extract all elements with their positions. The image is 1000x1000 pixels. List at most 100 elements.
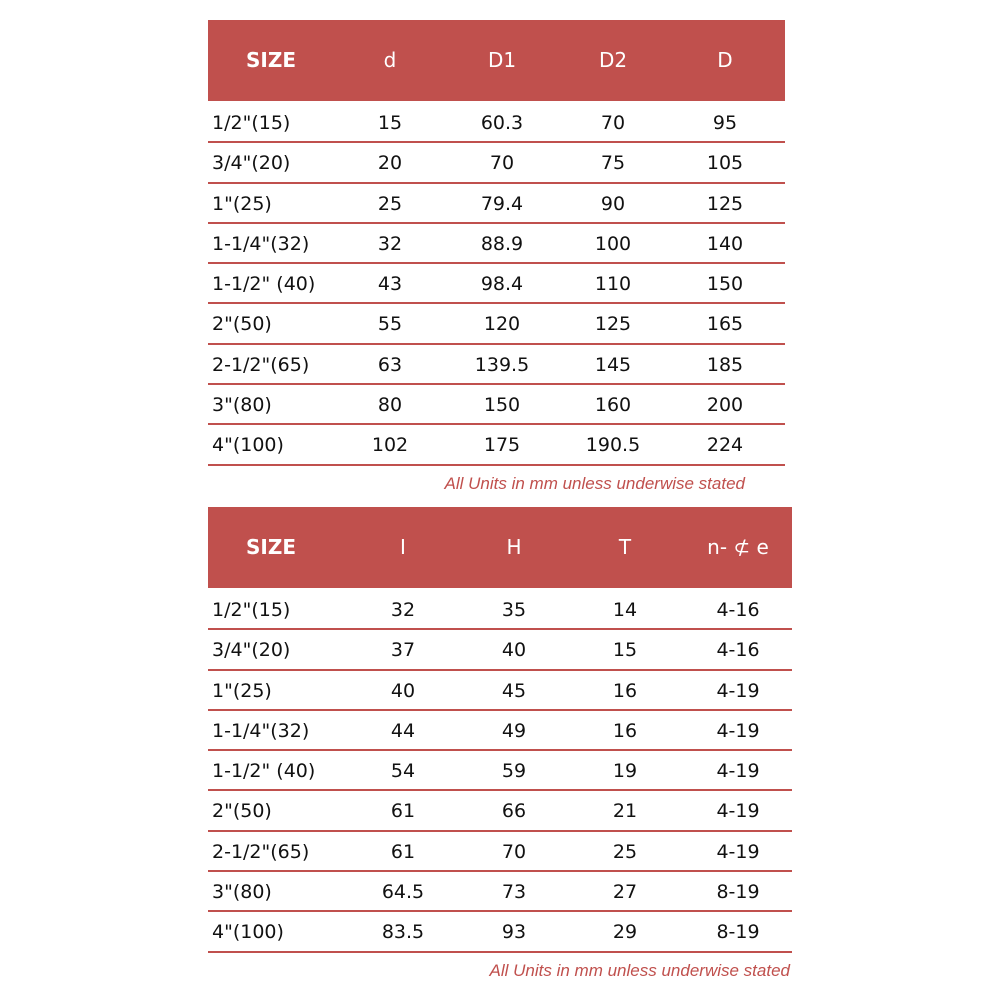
table-cell: 3"(80) (212, 394, 272, 417)
table-cell: 1"(25) (212, 679, 272, 702)
table-cell: 49 (501, 719, 527, 742)
table-cell: 88.9 (480, 232, 524, 255)
table-cell: 25 (377, 192, 403, 215)
table-cell: 54 (390, 760, 416, 783)
table-row: 2-1/2"(65) 63 139.5 145 185 (208, 345, 785, 386)
table-cell: 32 (377, 232, 403, 255)
table-cell: 105 (706, 152, 744, 175)
table-cell: 8-19 (716, 921, 760, 944)
table-cell: 2"(50) (212, 800, 272, 823)
table-row: 1-1/4"(32) 32 88.9 100 140 (208, 224, 785, 265)
table-row: 1"(25) 25 79.4 90 125 (208, 184, 785, 224)
table-cell: 93 (501, 921, 527, 944)
table-cell: 32 (390, 599, 416, 621)
table-cell: 61 (390, 840, 416, 863)
table-cell: 64.5 (381, 881, 425, 904)
table-cell: 125 (594, 313, 632, 336)
table-cell: 60.3 (480, 112, 524, 134)
table-cell: 90 (600, 192, 626, 215)
table-cell: 35 (501, 599, 527, 621)
table-cell: 73 (501, 881, 527, 904)
dimension-table-1: SIZE d D1 D2 D 1/2"(15) 15 60.3 70 95 3/4"(20) 20 70… (208, 20, 785, 466)
units-note-1: All Units in mm unless underwise stated (444, 474, 745, 493)
table-row: 2"(50) 61 66 21 4-19 (208, 791, 792, 832)
table-row: 3"(80) 80 150 160 200 (208, 385, 785, 426)
column-header: SIZE (245, 535, 297, 559)
table-row: 3"(80) 64.5 73 27 8-19 (208, 872, 792, 913)
table-row: 3/4"(20) 20 70 75 105 (208, 143, 785, 184)
table-cell: 2-1/2"(65) (212, 353, 310, 376)
table-cell: 3"(80) (212, 881, 272, 904)
table-cell: 1/2"(15) (212, 112, 291, 134)
column-header: n- ⊄ e (707, 535, 769, 559)
table-cell: 95 (712, 112, 738, 134)
table-cell: 1-1/4"(32) (212, 719, 310, 742)
units-note-2: All Units in mm unless underwise stated (489, 961, 790, 980)
table-cell: 4"(100) (212, 921, 284, 944)
column-header: D2 (598, 48, 628, 72)
table-cell: 59 (501, 760, 527, 783)
table-cell: 75 (600, 152, 626, 175)
table-cell: 63 (377, 353, 403, 376)
table-cell: 40 (390, 679, 416, 702)
table-cell: 3/4"(20) (212, 152, 291, 175)
table-cell: 79.4 (480, 192, 524, 215)
table-row: 1-1/2" (40) 43 98.4 110 150 (208, 264, 785, 305)
table-cell: 25 (612, 840, 638, 863)
table-cell: 3/4"(20) (212, 639, 291, 662)
table-cell: 45 (501, 679, 527, 702)
table-cell: 1-1/4"(32) (212, 232, 310, 255)
table-cell: 2-1/2"(65) (212, 840, 310, 863)
table-cell: 55 (377, 313, 403, 336)
table-row: 1/2"(15) 32 35 14 4-16 (208, 590, 792, 631)
table-cell: 120 (483, 313, 521, 336)
column-header: D (717, 48, 733, 72)
table-cell: 4-19 (716, 760, 760, 783)
table-cell: 40 (501, 639, 527, 662)
table-cell: 20 (377, 152, 403, 175)
table-cell: 150 (483, 394, 521, 417)
table-row: 1/2"(15) 15 60.3 70 95 (208, 103, 785, 144)
table-cell: 70 (489, 152, 515, 175)
table-cell: 4-16 (716, 639, 760, 662)
table-cell: 2"(50) (212, 313, 272, 336)
table-cell: 15 (612, 639, 638, 662)
table-cell: 145 (594, 353, 632, 376)
table-cell: 21 (612, 800, 638, 823)
column-header: D1 (487, 48, 517, 72)
table-cell: 140 (706, 232, 744, 255)
table-cell: 1/2"(15) (212, 599, 291, 621)
table-cell: 70 (600, 112, 626, 134)
table-cell: 15 (377, 112, 403, 134)
table-row: 2"(50) 55 120 125 165 (208, 304, 785, 345)
table-cell: 125 (706, 192, 744, 215)
table-row: 4"(100) 83.5 93 29 8-19 (208, 912, 792, 953)
table-cell: 102 (371, 434, 409, 457)
table-cell: 110 (594, 273, 632, 296)
table-cell: 190.5 (585, 434, 641, 457)
table-cell: 200 (706, 394, 744, 417)
table-cell: 44 (390, 719, 416, 742)
column-header: I (400, 535, 406, 559)
table-cell: 4"(100) (212, 434, 284, 457)
table-cell: 37 (390, 639, 416, 662)
table-cell: 150 (706, 273, 744, 296)
table-row: 4"(100) 102 175 190.5 224 (208, 425, 785, 466)
table-row: 1-1/4"(32) 44 49 16 4-19 (208, 711, 792, 752)
column-header: T (618, 535, 632, 559)
table-row: 3/4"(20) 37 40 15 4-16 (208, 630, 792, 671)
table-cell: 1"(25) (212, 192, 272, 215)
table-cell: 27 (612, 881, 638, 904)
table-cell: 224 (706, 434, 744, 457)
table-row: 1-1/2" (40) 54 59 19 4-19 (208, 751, 792, 792)
table-header: SIZE d D1 D2 D (208, 20, 785, 101)
table-cell: 80 (377, 394, 403, 417)
table-cell: 185 (706, 353, 744, 376)
table-cell: 14 (612, 599, 638, 621)
column-header: d (383, 48, 397, 72)
table-cell: 4-19 (716, 679, 760, 702)
table-cell: 16 (612, 679, 638, 702)
table-cell: 43 (377, 273, 403, 296)
